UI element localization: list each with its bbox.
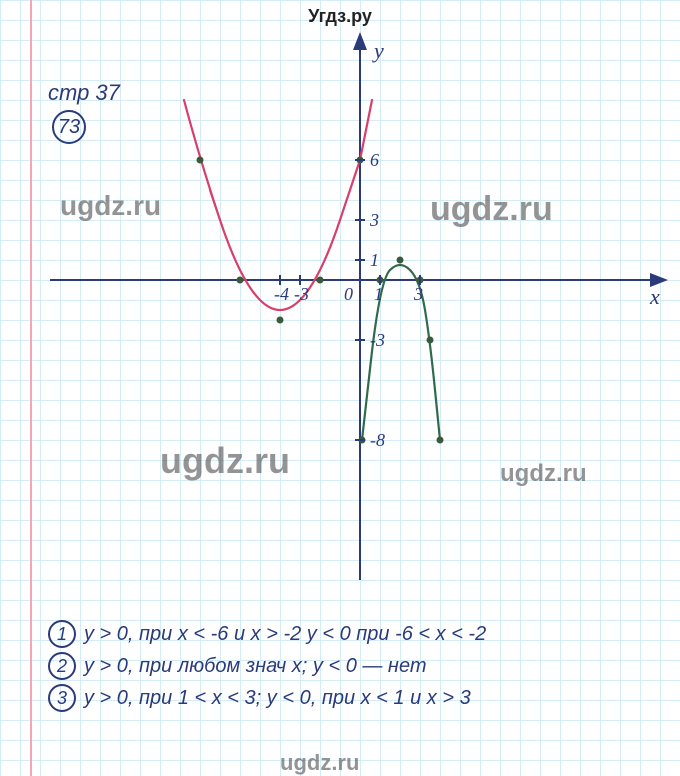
answer-number-icon: 3 <box>48 684 76 712</box>
answer-number-icon: 1 <box>48 620 76 648</box>
answer-text: y > 0, при 1 < x < 3; y < 0, при x < 1 и… <box>84 687 471 709</box>
svg-text:1: 1 <box>370 250 379 270</box>
svg-text:x: x <box>649 284 660 309</box>
svg-text:-3: -3 <box>370 330 385 350</box>
watermark-text: ugdz.ru <box>430 190 553 229</box>
svg-text:-8: -8 <box>370 430 385 450</box>
svg-text:0: 0 <box>344 284 353 304</box>
svg-text:6: 6 <box>370 150 379 170</box>
watermark-text: ugdz.ru <box>500 460 587 488</box>
answer-line-3: 3 y > 0, при 1 < x < 3; y < 0, при x < 1 … <box>48 684 471 712</box>
series-parabola-up <box>184 100 372 310</box>
coordinate-chart: yx 631-3-8-4-3013 <box>0 0 680 620</box>
answer-line-2: 2 y > 0, при любом знач x; y < 0 — нет <box>48 652 427 680</box>
svg-text:1: 1 <box>374 284 383 304</box>
answer-line-1: 1 y > 0, при x < -6 и x > -2 y < 0 при -6… <box>48 620 486 648</box>
watermark-text: ugdz.ru <box>160 440 290 482</box>
watermark-text: ugdz.ru <box>60 190 161 222</box>
answer-text: y > 0, при x < -6 и x > -2 y < 0 при -6 … <box>84 623 486 645</box>
svg-text:-4: -4 <box>274 284 289 304</box>
watermark-text: ugdz.ru <box>280 750 359 776</box>
svg-text:y: y <box>372 38 384 63</box>
svg-text:3: 3 <box>413 284 423 304</box>
answer-number-icon: 2 <box>48 652 76 680</box>
svg-text:3: 3 <box>369 210 379 230</box>
svg-text:-3: -3 <box>294 284 309 304</box>
answer-text: y > 0, при любом знач x; y < 0 — нет <box>84 655 427 677</box>
